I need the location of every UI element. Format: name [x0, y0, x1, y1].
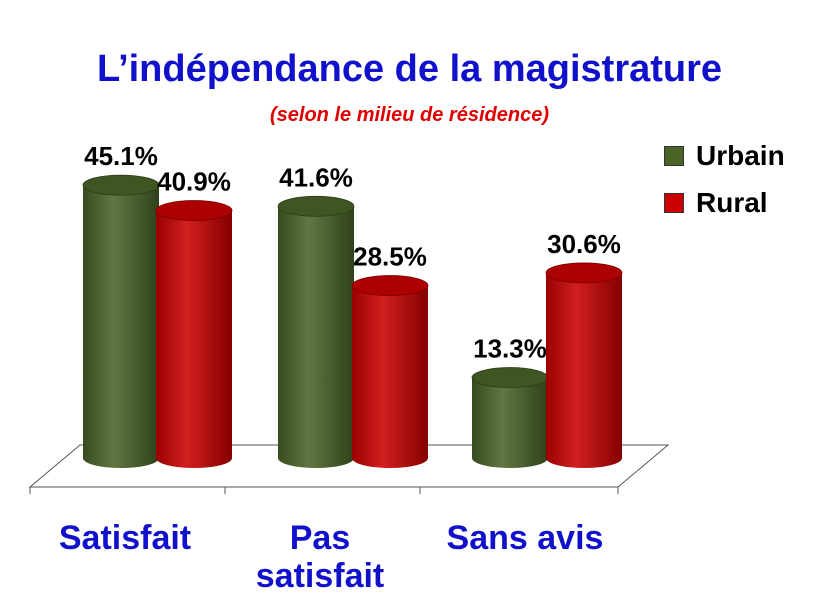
data-label: 13.3% — [473, 334, 547, 364]
legend-swatch-urbain — [664, 146, 684, 166]
bar-rural-2 — [545, 262, 623, 468]
category-label-line: Satisfait — [58, 519, 192, 557]
bar-top-cap — [277, 195, 355, 217]
bar-top-cap — [471, 367, 549, 388]
legend-item-rural: Rural — [664, 187, 768, 219]
bars-group: 45.1%40.9% 41.6% 28.5% 13.3% 30.6% — [82, 141, 623, 468]
legend-item-urbain: Urbain — [664, 140, 785, 172]
category-label-line: satisfait — [255, 557, 385, 595]
data-label: 30.6% — [547, 229, 621, 259]
bar-body — [352, 285, 428, 468]
chart-title: L’indépendance de la magistrature — [96, 48, 723, 90]
bar-body — [156, 210, 232, 468]
data-label: 40.9% — [157, 167, 231, 197]
bar-urbain-1 — [277, 195, 355, 468]
legend-label-rural: Rural — [696, 187, 768, 218]
bar-body — [546, 272, 622, 468]
bar-body — [278, 206, 354, 468]
category-label-line: Sans avis — [446, 519, 604, 557]
bar-top-cap — [545, 262, 623, 284]
bar-body — [472, 377, 548, 468]
bar-rural-0 — [155, 200, 233, 468]
data-label: 28.5% — [353, 242, 427, 272]
bar-urbain-0 — [82, 174, 160, 468]
data-label: 45.1% — [84, 141, 158, 171]
bar-top-cap — [82, 174, 160, 196]
axis-ticks — [29, 487, 619, 494]
category-label-pas-satisfait: Pas satisfait — [240, 519, 400, 595]
chart-subtitle: (selon le milieu de résidence) — [270, 104, 549, 126]
legend-swatch-rural — [664, 193, 684, 213]
data-label: 41.6% — [279, 162, 353, 192]
bar-body — [83, 185, 159, 468]
bar-urbain-2 — [471, 367, 549, 468]
category-label-sans-avis: Sans avis — [425, 519, 625, 557]
bar-rural-1 — [351, 275, 429, 468]
bar-top-cap — [351, 275, 429, 296]
legend-label-urbain: Urbain — [696, 140, 785, 171]
bar-top-cap — [155, 200, 233, 221]
category-label-line: Pas — [289, 519, 351, 557]
category-label-satisfait: Satisfait — [45, 519, 205, 557]
